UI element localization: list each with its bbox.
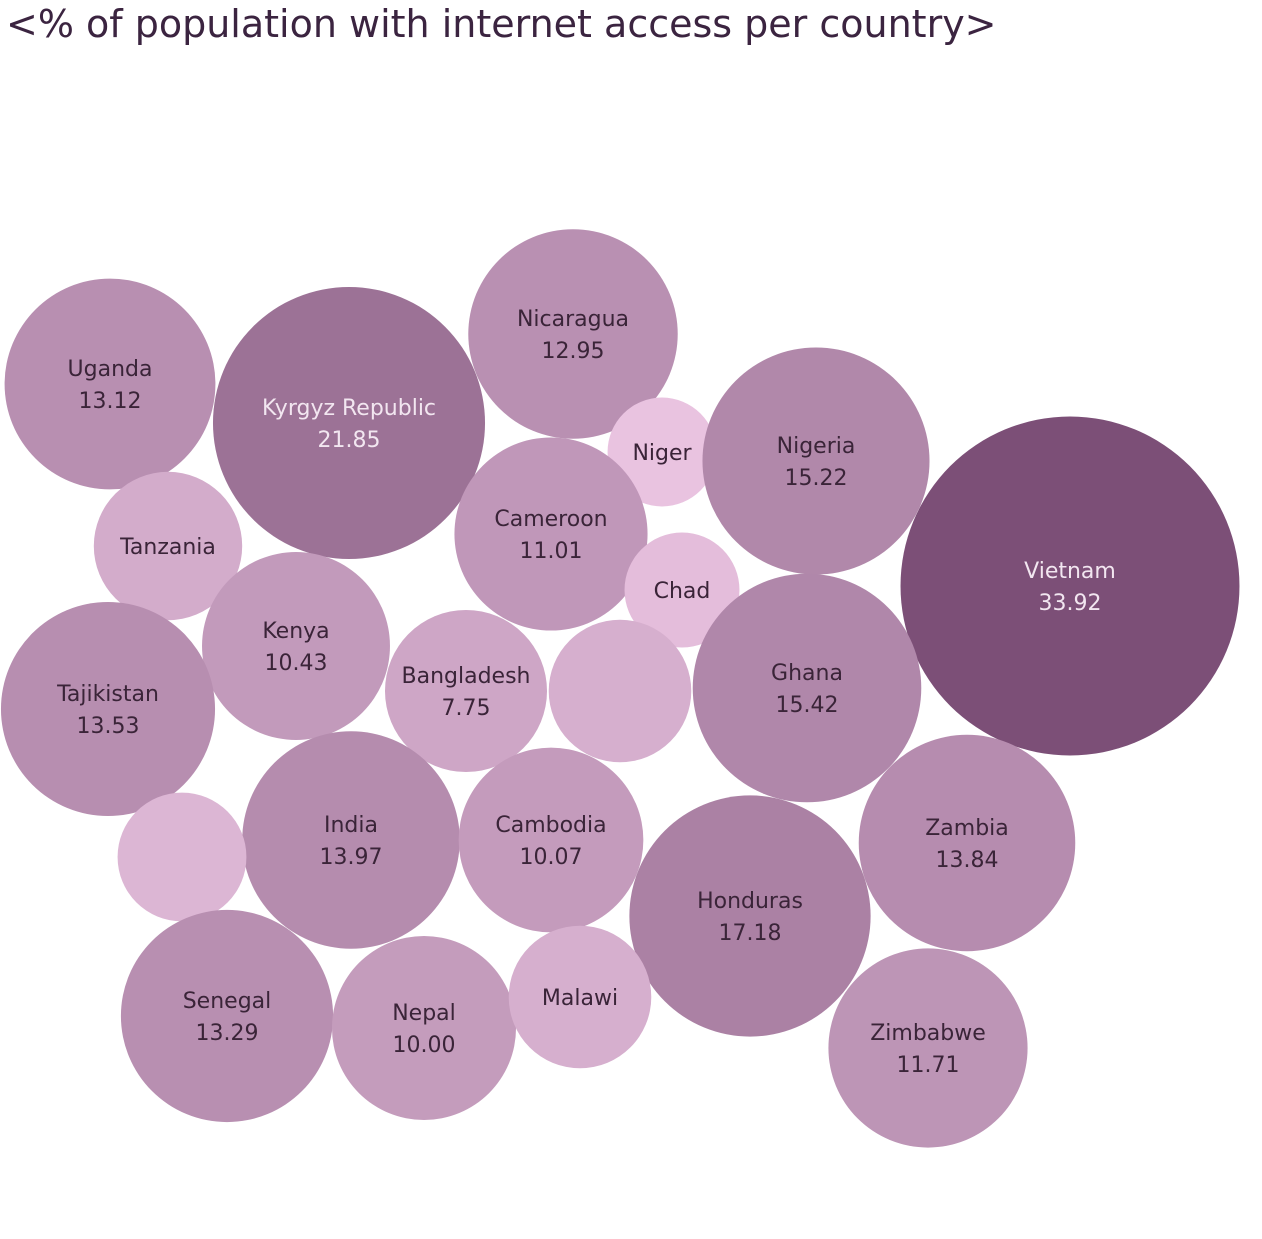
bubble-nepal: Nepal 10.00 (331, 935, 517, 1121)
bubble-name-label: Cambodia (495, 813, 606, 838)
bubble-value-label: 13.84 (936, 848, 999, 873)
bubble-value-label: 12.95 (542, 339, 605, 364)
bubble-circle (93, 471, 243, 621)
bubble-value-label: 13.12 (79, 389, 142, 414)
bubble-kenya: Kenya 10.43 (202, 552, 390, 740)
bubble-circle (702, 347, 930, 575)
bubble-circle (458, 747, 644, 933)
bubble-circle (117, 792, 247, 922)
bubble-honduras: Honduras 17.18 (629, 795, 871, 1037)
bubble-india: India 13.97 (242, 731, 460, 949)
bubble-niger: Niger (607, 397, 717, 507)
bubble-circle (629, 795, 871, 1037)
bubble-value-label: 17.18 (719, 921, 782, 946)
bubble-name-label: Vietnam (1024, 559, 1116, 584)
bubble-circle (331, 935, 517, 1121)
bubble-vietnam: Vietnam 33.92 (900, 416, 1240, 756)
bubble-circle (858, 734, 1076, 952)
bubble-name-label: Honduras (697, 889, 803, 914)
bubble-name-label: Bangladesh (402, 664, 531, 689)
bubble-circle (4, 278, 216, 490)
bubble-value-label: 33.92 (1039, 591, 1102, 616)
bubble-circle (548, 619, 692, 763)
bubble-bangladesh: Bangladesh 7.75 (384, 609, 548, 773)
bubble-value-label: 15.42 (776, 693, 839, 718)
bubble-name-label: India (324, 813, 378, 838)
bubble-circle (0, 601, 216, 817)
bubble-circle (454, 437, 648, 631)
bubble-nigeria: Nigeria 15.22 (702, 347, 930, 575)
chart-title: <% of population with internet access pe… (6, 2, 997, 46)
bubble-unlabeled-16 (117, 792, 247, 922)
bubble-circle (692, 573, 922, 803)
bubble-nicaragua: Nicaragua 12.95 (468, 229, 678, 439)
bubble-name-label: Senegal (183, 989, 272, 1014)
bubble-name-label: Nepal (392, 1001, 456, 1026)
bubble-name-label: Zimbabwe (870, 1021, 986, 1046)
bubble-malawi: Malawi (508, 925, 652, 1069)
bubble-name-label: Nicaragua (517, 307, 629, 332)
bubble-chad: Chad (624, 532, 740, 648)
bubble-value-label: 7.75 (442, 696, 491, 721)
bubble-circle (384, 609, 548, 773)
bubble-senegal: Senegal 13.29 (120, 909, 334, 1123)
bubble-circle (202, 552, 390, 740)
bubble-zambia: Zambia 13.84 (858, 734, 1076, 952)
bubble-name-label: Ghana (771, 661, 843, 686)
bubble-circle (242, 731, 460, 949)
bubble-name-label: Nigeria (777, 434, 856, 459)
bubble-value-label: 10.00 (393, 1033, 456, 1058)
bubble-cambodia: Cambodia 10.07 (458, 747, 644, 933)
bubble-circle (468, 229, 678, 439)
bubble-value-label: 11.71 (897, 1053, 960, 1078)
bubble-circle (508, 925, 652, 1069)
bubble-name-label: Tajikistan (56, 682, 159, 707)
bubble-tajikistan: Tajikistan 13.53 (0, 601, 216, 817)
bubble-value-label: 13.97 (320, 845, 383, 870)
bubble-name-label: Zambia (925, 816, 1009, 841)
bubble-tanzania: Tanzania (93, 471, 243, 621)
bubble-name-label: Tanzania (119, 535, 216, 560)
bubble-name-label: Uganda (68, 357, 153, 382)
bubble-circle (828, 948, 1028, 1148)
bubble-name-label: Kenya (262, 619, 329, 644)
bubble-value-label: 11.01 (520, 539, 583, 564)
bubble-circle (900, 416, 1240, 756)
bubble-value-label: 13.29 (196, 1021, 259, 1046)
bubble-value-label: 21.85 (318, 428, 381, 453)
bubble-name-label: Cameroon (494, 507, 607, 532)
bubble-value-label: 15.22 (785, 466, 848, 491)
bubble-circle (607, 397, 717, 507)
bubble-uganda: Uganda 13.12 (4, 278, 216, 490)
bubble-name-label: Malawi (542, 986, 618, 1011)
bubble-cameroon: Cameroon 11.01 (454, 437, 648, 631)
bubble-circle (120, 909, 334, 1123)
bubble-zimbabwe: Zimbabwe 11.71 (828, 948, 1028, 1148)
bubble-ghana: Ghana 15.42 (692, 573, 922, 803)
bubble-name-label: Chad (654, 579, 711, 604)
bubble-name-label: Kyrgyz Republic (262, 396, 436, 421)
bubble-circle (624, 532, 740, 648)
bubble-value-label: 10.43 (265, 651, 328, 676)
bubble-name-label: Niger (632, 441, 692, 466)
bubble-kyrgyz-republic: Kyrgyz Republic 21.85 (212, 286, 486, 560)
bubble-value-label: 13.53 (77, 714, 140, 739)
bubble-unlabeled-12 (548, 619, 692, 763)
bubble-circle (212, 286, 486, 560)
bubble-value-label: 10.07 (520, 845, 583, 870)
